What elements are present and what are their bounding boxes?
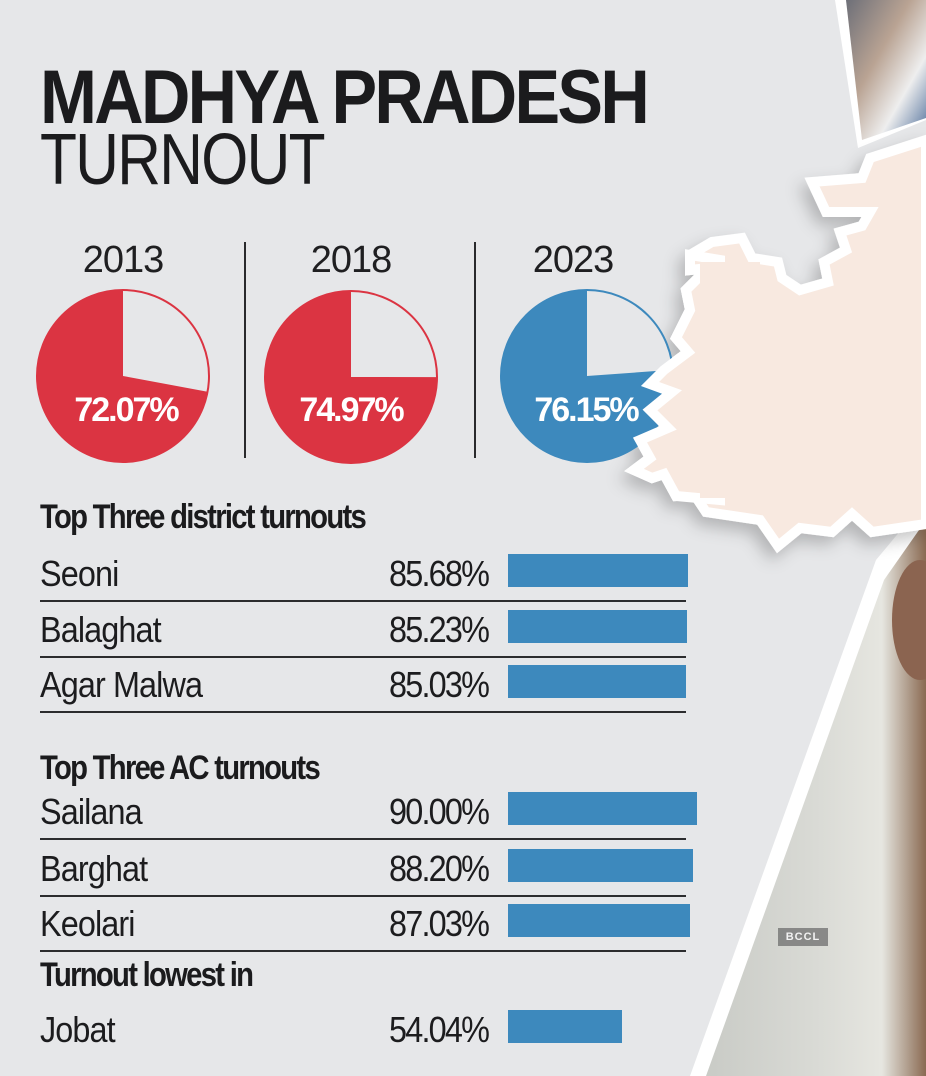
pie-value-2013: 72.07% xyxy=(74,391,179,429)
row-name: Agar Malwa xyxy=(40,664,203,705)
table-row: Sailana 90.00% xyxy=(40,786,697,840)
row-value: 87.03% xyxy=(388,903,490,944)
section-title-districts: Top Three district turnouts xyxy=(40,498,367,536)
pie-2023 xyxy=(500,289,674,463)
pie-2018 xyxy=(264,290,438,464)
row-value: 85.03% xyxy=(388,664,490,705)
photo-top-right xyxy=(835,0,926,148)
row-bar xyxy=(508,849,693,882)
row-value: 88.20% xyxy=(388,848,490,889)
row-value: 85.23% xyxy=(388,609,490,650)
row-value: 54.04% xyxy=(388,1009,490,1050)
row-name: Jobat xyxy=(40,1009,116,1050)
table-row: Jobat 54.04% xyxy=(40,1004,686,1056)
table-row: Keolari 87.03% xyxy=(40,898,690,952)
table-row: Seoni 85.68% xyxy=(40,548,688,602)
photo-credit: BCCL xyxy=(778,928,828,946)
section-title-lowest: Turnout lowest in xyxy=(40,956,254,994)
pie-value-2018: 74.97% xyxy=(299,391,404,429)
year-label-2013: 2013 xyxy=(82,239,165,281)
year-label-2018: 2018 xyxy=(310,239,393,281)
page-subtitle: TURNOUT xyxy=(40,120,326,200)
table-row: Barghat 88.20% xyxy=(40,843,693,897)
pie-charts xyxy=(36,289,674,464)
table-row: Agar Malwa 85.03% xyxy=(40,659,686,713)
pie-2013 xyxy=(36,289,210,463)
row-bar xyxy=(508,792,697,825)
row-bar xyxy=(508,904,690,937)
divider xyxy=(474,242,476,458)
row-bar xyxy=(508,554,688,587)
row-name: Sailana xyxy=(40,791,143,832)
row-name: Barghat xyxy=(40,848,148,889)
photo-bottom-right xyxy=(690,500,926,1076)
year-label-2023: 2023 xyxy=(532,239,615,281)
row-name: Seoni xyxy=(40,553,119,594)
row-bar xyxy=(508,665,686,698)
row-name: Balaghat xyxy=(40,609,162,650)
page-title: MADHYA PRADESH xyxy=(40,55,650,140)
row-bar xyxy=(508,610,687,643)
divider xyxy=(244,242,246,458)
row-value: 85.68% xyxy=(388,553,490,594)
pie-value-2023: 76.15% xyxy=(534,391,639,429)
row-name: Keolari xyxy=(40,903,135,944)
row-value: 90.00% xyxy=(388,791,490,832)
section-title-acs: Top Three AC turnouts xyxy=(40,749,321,787)
row-bar xyxy=(508,1010,622,1043)
table-row: Balaghat 85.23% xyxy=(40,604,687,658)
